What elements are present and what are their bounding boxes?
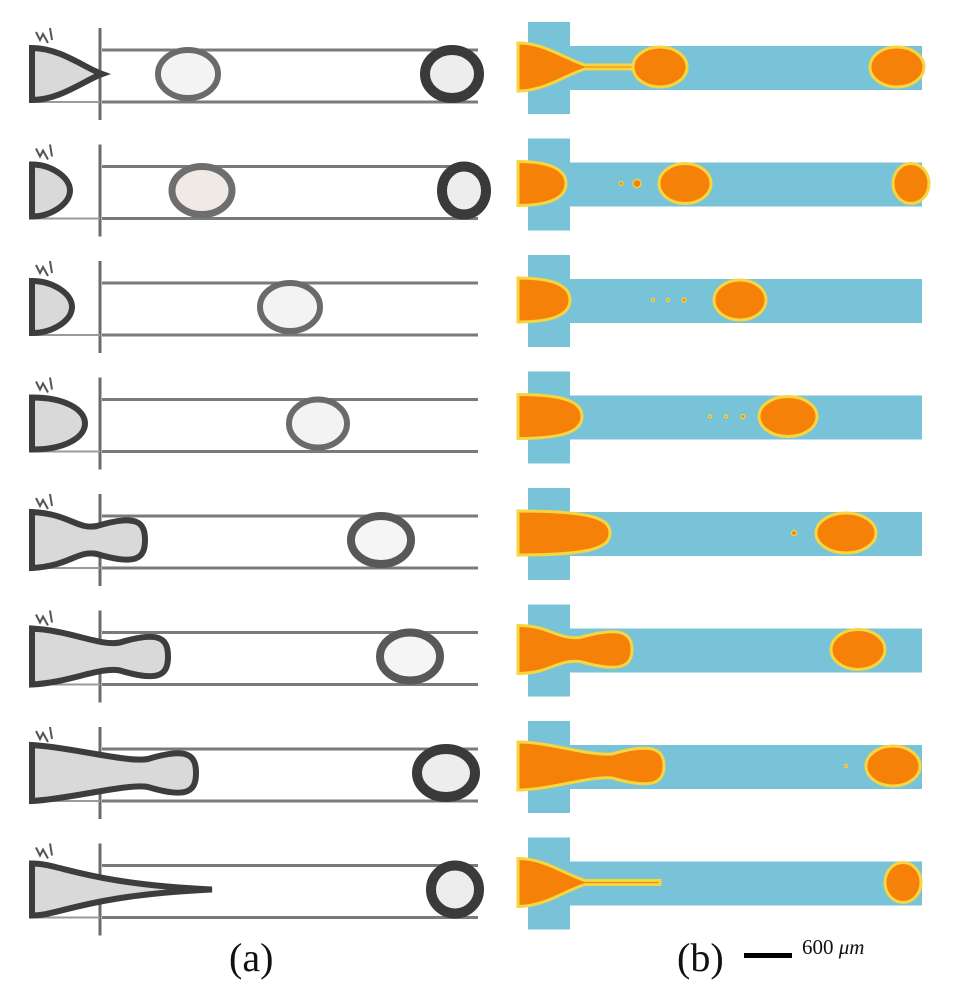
micrograph-row [29,484,482,590]
debris-mark [35,726,53,743]
dispersed-phase-tongue [29,161,74,220]
droplet [257,280,323,334]
scale-value: 600 [802,935,834,959]
scale-bar [744,953,792,958]
micrograph-background [30,251,482,357]
droplet [631,45,689,89]
dispersed-phase-tongue [516,276,572,324]
droplet [420,45,484,103]
droplet [437,161,491,220]
micrograph-row [29,367,482,474]
micrograph-row [29,833,484,940]
micrograph-row [29,134,491,241]
satellite-droplet [707,414,713,419]
droplet [376,628,444,685]
simulation-row [516,371,922,464]
micrograph-row [29,251,482,357]
droplet [168,163,236,218]
debris-mark [35,260,53,277]
satellite-droplet [618,180,624,187]
droplet [829,628,887,671]
droplet [814,511,878,555]
simulation-row [516,837,923,930]
debris-mark [35,377,53,393]
droplet [155,47,221,101]
panel-a-caption: (a) [229,935,274,980]
satellite-droplet [740,413,746,420]
dispersed-phase-tongue [516,740,666,792]
droplet [891,162,931,205]
droplet [864,744,922,788]
scale-unit: μm [838,935,865,959]
satellite-droplet [650,297,656,303]
droplet [712,278,768,322]
scale-label: 600 μm [802,935,864,960]
micrograph-background [30,18,482,124]
satellite-droplet [843,763,849,769]
micrograph-row [29,717,482,823]
dispersed-phase-tongue [29,625,172,688]
droplet [347,512,415,568]
micrograph-background [30,367,482,474]
droplet [426,860,484,919]
debris-mark [35,144,53,160]
simulation-row [516,138,931,231]
dispersed-phase-tongue [516,856,662,909]
dispersed-phase-tongue [29,277,76,337]
micrograph-row [29,18,484,124]
debris-mark [35,493,53,510]
dispersed-phase-tongue [29,860,213,919]
simulation-row [516,255,922,347]
debris-mark [35,610,53,626]
satellite-droplet [681,297,687,303]
dispersed-phase-tongue [516,159,568,208]
dispersed-phase-tongue [29,44,111,104]
panel-a-experiment [29,18,491,940]
simulation-row [516,604,922,697]
satellite-droplet [665,297,671,303]
simulation-row [516,488,922,580]
simulation-row [516,22,926,114]
micrograph-background [30,134,482,241]
dispersed-phase-tongue [29,741,200,805]
droplet [868,45,926,89]
droplet [883,861,923,904]
debris-mark [35,27,53,44]
main-channel [518,395,922,440]
simulation-row [516,721,922,813]
droplet [657,162,713,205]
panel-b-simulation [516,22,931,930]
micrograph-row [29,600,482,707]
satellite-droplet [632,178,642,189]
dispersed-phase-tongue [516,509,612,557]
droplet [757,395,819,438]
dispersed-phase-tongue [29,508,149,572]
panel-b-caption: (b) [677,935,724,980]
satellite-droplet [723,414,729,419]
satellite-droplet [790,529,798,537]
main-channel [518,162,922,207]
dispersed-phase-tongue [29,394,89,453]
dispersed-phase-tongue [516,623,634,676]
droplet [286,396,350,451]
droplet [412,744,480,802]
debris-mark [35,843,53,859]
dispersed-phase-tongue [516,392,584,441]
